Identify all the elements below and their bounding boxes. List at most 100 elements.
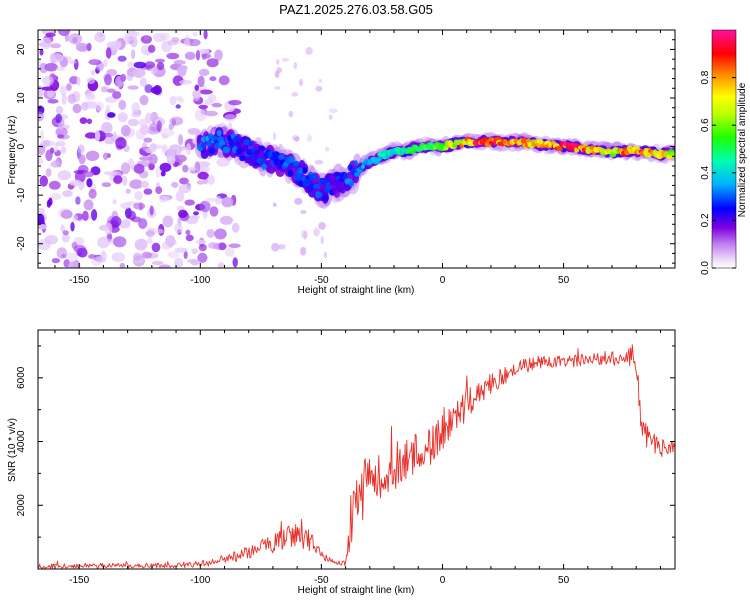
- colorbar-tick-label: 0.4: [700, 165, 711, 179]
- spectrogram-noise-cell: [140, 180, 149, 189]
- spectrogram-noise-cell: [228, 121, 233, 131]
- spectrogram-noise-cell: [224, 114, 237, 122]
- spectrogram-noise-cell: [139, 124, 149, 136]
- spectrogram-noise-cell: [40, 37, 52, 50]
- spectrogram-noise-cell: [273, 132, 277, 141]
- spectrogram-noise-cell: [183, 250, 188, 260]
- snr-y-tick-label: 4000: [16, 430, 27, 453]
- spectrogram-noise-cell: [61, 93, 67, 105]
- spectrogram-y-tick-label: 20: [16, 43, 27, 55]
- spectrogram-noise-cell: [120, 202, 132, 209]
- spectrogram-noise-cell: [176, 205, 185, 211]
- spectrogram-ridge-cell: [206, 140, 212, 147]
- spectrogram-ridge-cell: [301, 176, 306, 182]
- spectrogram-noise-cell: [104, 132, 114, 138]
- spectrogram-x-tick-label: 0: [440, 275, 446, 286]
- spectrogram-ridge-cell: [354, 171, 361, 177]
- colorbar-tick-label: 0.8: [700, 70, 711, 84]
- spectrogram-noise-cell: [173, 154, 187, 163]
- spectrogram-noise-cell: [162, 215, 174, 228]
- spectrogram-noise-cell: [155, 186, 163, 194]
- spectrogram-noise-cell: [182, 164, 189, 173]
- snr-y-label: SNR (10 * v/v): [7, 418, 18, 482]
- snr-x-tick-label: -150: [69, 575, 89, 586]
- spectrogram-ridge-cell: [348, 181, 355, 187]
- spectrogram-noise-cell: [103, 152, 109, 160]
- spectrogram-noise-cell: [103, 59, 108, 68]
- spectrogram-noise-cell: [161, 144, 168, 154]
- spectrogram-noise-cell: [45, 32, 56, 38]
- spectrogram-noise-cell: [131, 102, 140, 113]
- spectrogram-noise-cell: [72, 214, 79, 223]
- spectrogram-noise-cell: [208, 94, 217, 103]
- colorbar-tick-label: 0.2: [700, 213, 711, 227]
- spectrogram-noise-cell: [41, 86, 55, 91]
- spectrogram-ridge-cell: [233, 135, 240, 143]
- spectrogram-noise-cell: [56, 247, 68, 259]
- spectrogram-noise-cell: [195, 50, 201, 61]
- spectrogram-ridge-cell: [302, 167, 308, 174]
- spectrogram-x-tick-label: -150: [69, 275, 89, 286]
- spectrogram-noise-cell: [110, 216, 122, 227]
- figure-title: PAZ1.2025.276.03.58.G05: [279, 2, 433, 17]
- spectrogram-noise-cell: [101, 182, 112, 188]
- spectrogram-ridge-cell: [331, 187, 337, 195]
- spectrogram-noise-cell: [207, 174, 215, 185]
- snr-y-tick-label: 6000: [16, 366, 27, 389]
- spectrogram-noise-cell: [206, 229, 215, 238]
- spectrogram-noise-cell: [44, 62, 58, 72]
- spectrogram-noise-cell: [195, 239, 207, 245]
- spectrogram-noise-cell: [90, 69, 96, 76]
- spectrogram-noise-cell: [171, 118, 176, 127]
- spectrogram-noise-cell: [141, 251, 153, 259]
- spectrogram-noise-cell: [174, 223, 183, 234]
- spectrogram-noise-cell: [194, 84, 199, 91]
- spectrogram-noise-cell: [117, 112, 128, 123]
- spectrogram-noise-cell: [165, 235, 176, 247]
- spectrogram-noise-cell: [156, 120, 162, 133]
- spectrogram-noise-cell: [38, 87, 44, 98]
- spectrogram-noise-cell: [274, 86, 281, 90]
- spectrogram-noise-cell: [120, 162, 131, 175]
- spectrogram-noise-cell: [198, 68, 210, 76]
- spectrogram-ridge-cell: [288, 156, 296, 163]
- spectrogram-noise-cell: [199, 89, 213, 95]
- spectrogram-ridge-cell: [361, 164, 365, 169]
- spectrogram-ridge-cell: [229, 140, 236, 148]
- spectrogram-noise-cell: [302, 230, 308, 240]
- spectrogram-noise-cell: [215, 195, 222, 205]
- spectrogram-ridge-cell: [261, 163, 268, 170]
- spectrogram-noise-cell: [72, 36, 78, 44]
- spectrogram-noise-cell: [125, 188, 131, 194]
- spectrogram-noise-cell: [160, 128, 175, 138]
- spectrogram-noise-cell: [275, 59, 280, 65]
- spectrogram-noise-cell: [76, 76, 81, 86]
- spectrogram-ridge-cell: [227, 135, 232, 142]
- spectrogram-noise-cell: [159, 195, 167, 203]
- spectrogram-noise-cell: [185, 143, 192, 156]
- spectrogram-noise-cell: [198, 104, 208, 110]
- spectrogram-noise-cell: [81, 101, 89, 111]
- spectrogram-noise-cell: [174, 247, 188, 253]
- spectrogram-noise-cell: [216, 158, 230, 167]
- spectrogram-noise-cell: [133, 252, 142, 261]
- spectrogram-noise-cell: [193, 32, 198, 37]
- spectrogram-y-tick-label: 10: [16, 92, 27, 104]
- spectrogram-noise-cell: [68, 59, 77, 65]
- spectrogram-noise-cell: [294, 197, 303, 205]
- spectrogram-noise-cell: [91, 209, 98, 221]
- spectrogram-noise-cell: [106, 104, 111, 110]
- spectrogram-noise-cell: [66, 83, 72, 91]
- spectrogram-noise-cell: [72, 103, 82, 114]
- spectrogram-noise-cell: [217, 262, 225, 268]
- spectrogram-noise-cell: [85, 150, 100, 161]
- spectrogram-noise-cell: [328, 114, 333, 120]
- spectrogram-noise-cell: [144, 35, 149, 41]
- spectrogram-noise-cell: [86, 178, 93, 188]
- spectrogram-noise-cell: [184, 199, 195, 206]
- spectrogram-ridge-cell: [331, 178, 339, 186]
- spectrogram-noise-cell: [84, 132, 98, 139]
- spectrogram-noise-cell: [194, 109, 207, 121]
- spectrogram-ridge-cell: [216, 130, 222, 137]
